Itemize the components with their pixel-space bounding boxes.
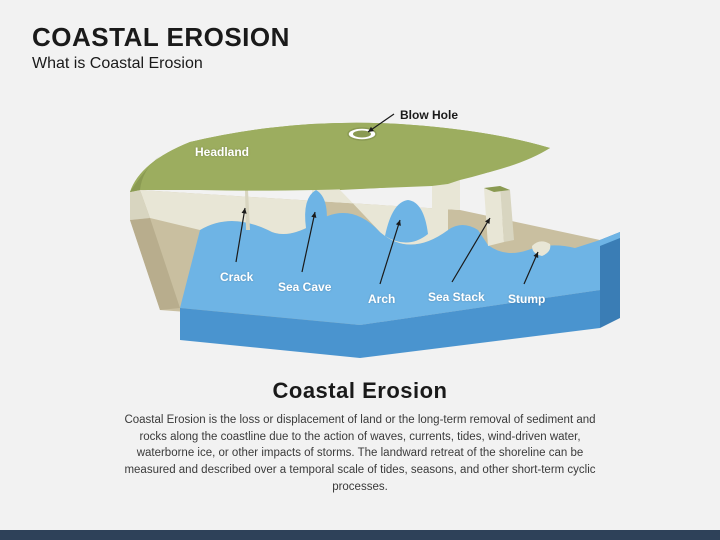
diagram-svg [80, 90, 640, 360]
feature-label-seastack: Sea Stack [428, 290, 485, 304]
feature-label-blowhole: Blow Hole [400, 108, 458, 122]
feature-label-headland: Headland [195, 145, 249, 159]
diagram-container: Headland Blow Hole Crack Sea Cave Arch Sea St… [0, 90, 720, 360]
feature-label-stump: Stump [508, 292, 545, 306]
coastal-erosion-diagram: Headland Blow Hole Crack Sea Cave Arch Sea St… [80, 90, 640, 360]
header: COASTAL EROSION What is Coastal Erosion [0, 0, 720, 79]
page-subtitle: What is Coastal Erosion [32, 55, 688, 73]
page-title: COASTAL EROSION [32, 22, 688, 53]
caption-block: Coastal Erosion Coastal Erosion is the l… [0, 378, 720, 495]
footer-bar [0, 530, 720, 540]
feature-label-seacave: Sea Cave [278, 280, 331, 294]
feature-label-arch: Arch [368, 292, 395, 306]
feature-label-crack: Crack [220, 270, 253, 284]
caption-body: Coastal Erosion is the loss or displacem… [120, 412, 600, 495]
caption-title: Coastal Erosion [273, 378, 448, 404]
